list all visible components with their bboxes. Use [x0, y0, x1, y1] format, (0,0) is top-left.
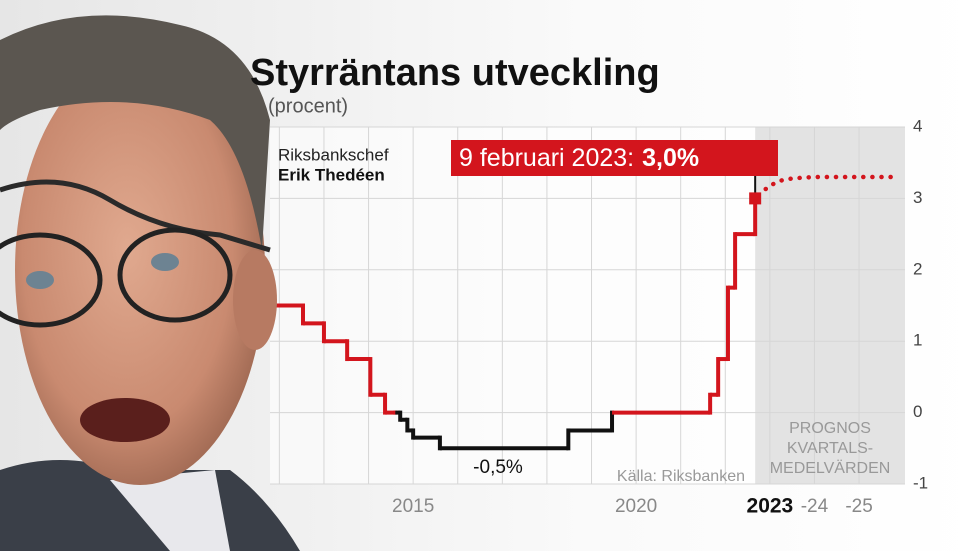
eye	[151, 253, 179, 271]
person-role: Riksbankschef	[278, 145, 389, 164]
chart-subtitle: (procent)	[268, 95, 348, 117]
annotation-marker	[749, 192, 762, 205]
x-tick-label: 2020	[615, 496, 657, 517]
face	[15, 55, 265, 485]
x-tick-label: 2015	[392, 496, 434, 517]
y-tick-label: 2	[913, 259, 922, 278]
forecast-label: PROGNOS	[789, 420, 871, 437]
x-tick-label: -24	[801, 496, 829, 517]
ear	[233, 250, 277, 350]
shirt	[110, 470, 230, 551]
person-name: Erik Thedéen	[278, 165, 385, 184]
annotation-box	[451, 140, 778, 176]
y-tick-label: 4	[913, 116, 922, 135]
plot-area: -1 0 1 2 3 4 2015 2020 2023 -24 -25 9 februari 2023…	[270, 116, 928, 518]
x-tick-label: -25	[845, 496, 872, 517]
annotation-label: 9 februari 2023: 3,0%	[459, 144, 699, 172]
annotation-value: 3,0%	[642, 144, 699, 172]
source: Källa: Riksbanken	[617, 468, 745, 485]
photo	[0, 15, 300, 551]
y-tick-label: 0	[913, 402, 922, 421]
x-tick-label: 2023	[747, 495, 794, 518]
eye	[26, 271, 54, 289]
glasses-right	[117, 227, 233, 323]
hair	[0, 15, 270, 251]
forecast-region	[755, 127, 905, 484]
forecast-label: KVARTALS-	[787, 440, 873, 457]
y-tick-label: -1	[913, 473, 928, 492]
forecast-line	[756, 174, 898, 198]
y-tick-label: 1	[913, 331, 922, 350]
mouth	[80, 398, 170, 442]
glasses-left	[0, 232, 103, 328]
forecast-label: MEDELVÄRDEN	[770, 459, 891, 477]
chart-title: Styrräntans utveckling	[250, 52, 660, 94]
annotation-prefix: 9 februari 2023:	[459, 144, 634, 172]
min-annotation: -0,5%	[473, 457, 523, 478]
y-tick-label: 3	[913, 188, 922, 207]
